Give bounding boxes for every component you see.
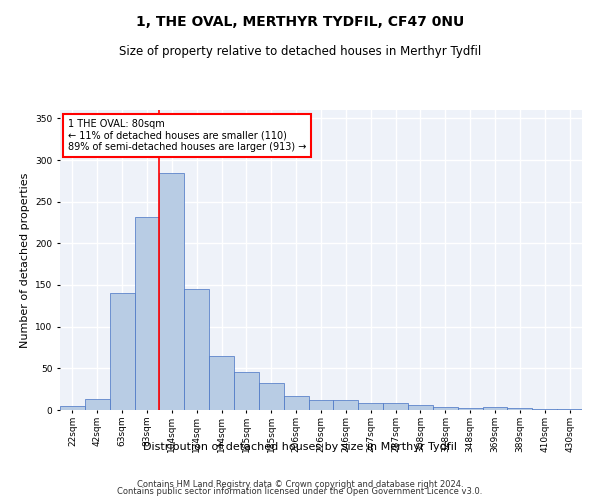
Bar: [259, 382, 284, 410]
Text: Distribution of detached houses by size in Merthyr Tydfil: Distribution of detached houses by size …: [143, 442, 457, 452]
Bar: [508, 408, 532, 410]
Text: 1, THE OVAL, MERTHYR TYDFIL, CF47 0NU: 1, THE OVAL, MERTHYR TYDFIL, CF47 0NU: [136, 15, 464, 29]
Bar: [160, 174, 184, 410]
Text: Contains HM Land Registry data © Crown copyright and database right 2024.: Contains HM Land Registry data © Crown c…: [137, 480, 463, 489]
Bar: [482, 406, 508, 410]
Bar: [532, 409, 557, 410]
Bar: [358, 402, 383, 410]
Bar: [110, 294, 134, 410]
Bar: [383, 402, 408, 410]
Y-axis label: Number of detached properties: Number of detached properties: [20, 172, 29, 348]
Bar: [408, 405, 433, 410]
Bar: [184, 289, 209, 410]
Bar: [458, 408, 482, 410]
Text: Contains public sector information licensed under the Open Government Licence v3: Contains public sector information licen…: [118, 488, 482, 496]
Bar: [284, 396, 308, 410]
Bar: [134, 216, 160, 410]
Bar: [85, 399, 110, 410]
Text: Size of property relative to detached houses in Merthyr Tydfil: Size of property relative to detached ho…: [119, 45, 481, 58]
Bar: [308, 400, 334, 410]
Bar: [433, 406, 458, 410]
Bar: [557, 409, 582, 410]
Bar: [334, 400, 358, 410]
Text: 1 THE OVAL: 80sqm
← 11% of detached houses are smaller (110)
89% of semi-detache: 1 THE OVAL: 80sqm ← 11% of detached hous…: [68, 119, 306, 152]
Bar: [234, 372, 259, 410]
Bar: [209, 356, 234, 410]
Bar: [60, 406, 85, 410]
